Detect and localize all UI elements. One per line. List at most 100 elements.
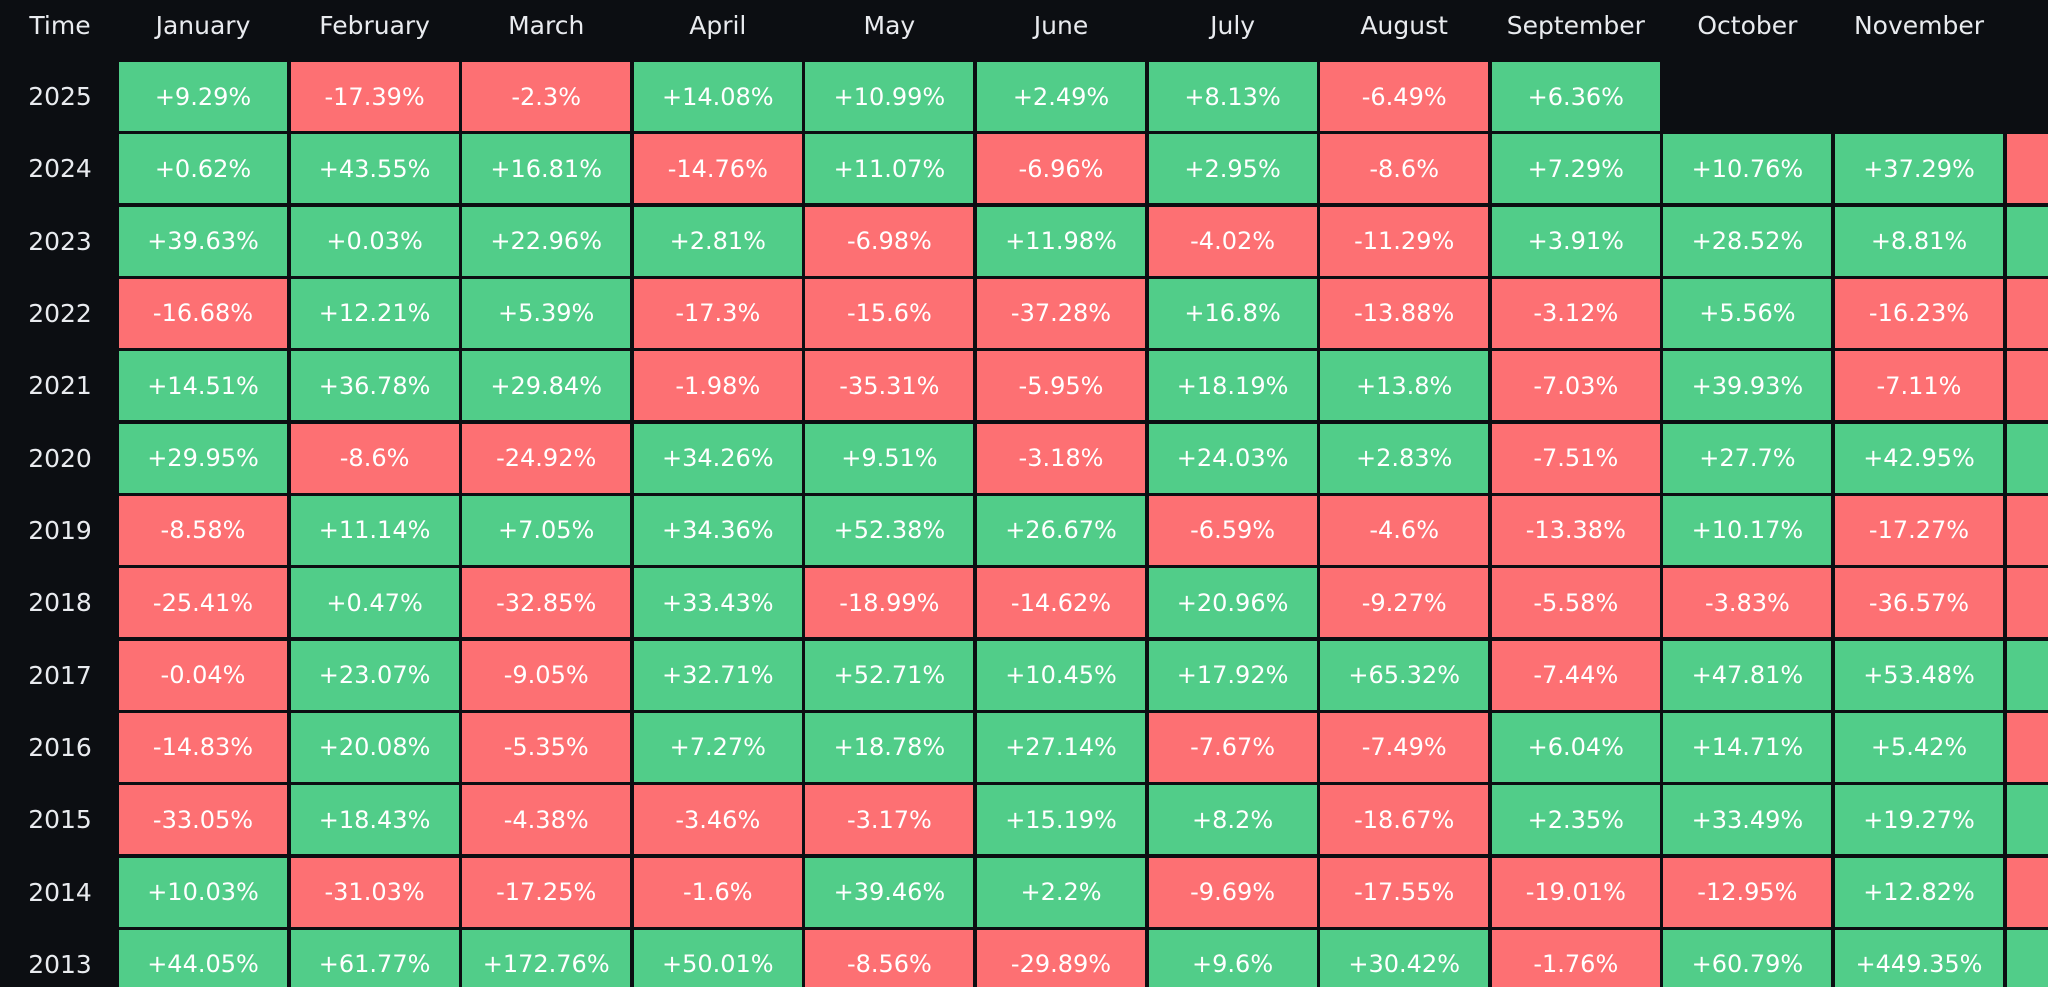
heatmap-cell-2018-september: -5.58% — [1491, 568, 1660, 638]
heatmap-cell-2019-june: +26.67% — [977, 495, 1145, 565]
heatmap-cell-2014-october: -12.95% — [1663, 857, 1832, 927]
heatmap-cell-2016-february: +20.08% — [290, 712, 459, 782]
heatmap-cell-2023-january: +39.63% — [119, 206, 287, 276]
heatmap-cell-2017-july: +17.92% — [1148, 640, 1317, 710]
heatmap-cell-2021-june: -5.95% — [977, 351, 1145, 421]
heatmap-cell-2016-june: +27.14% — [977, 712, 1145, 782]
heatmap-cell-2014-april: -1.6% — [633, 857, 802, 927]
heatmap-cell-2024-april: -14.76% — [633, 134, 802, 204]
heatmap-cell-2023-may: -6.98% — [805, 206, 974, 276]
heatmap-cell-2023-october: +28.52% — [1663, 206, 1832, 276]
row-label-2019: 2019 — [28, 515, 92, 545]
heatmap-cell-2013-september: -1.76% — [1491, 929, 1660, 987]
heatmap-cell-2020-june: -3.18% — [977, 423, 1145, 493]
heatmap-cell-2023-august: -11.29% — [1320, 206, 1489, 276]
heatmap-cell-2024-may: +11.07% — [805, 134, 974, 204]
heatmap-cell-2022-april: -17.3% — [633, 278, 802, 348]
heatmap-cell-2023-february: +0.03% — [290, 206, 459, 276]
heatmap-cell-2016-september: +6.04% — [1491, 712, 1660, 782]
heatmap-cell-2022-january: -16.68% — [119, 278, 287, 348]
heatmap-cell-2016-january: -14.83% — [119, 712, 287, 782]
column-header-march: March — [508, 10, 585, 40]
heatmap-cell-2020-march: -24.92% — [462, 423, 631, 493]
heatmap-cell-2024-march: +16.81% — [462, 134, 631, 204]
heatmap-cell-2015-may: -3.17% — [805, 785, 974, 855]
heatmap-cell-2014-july: -9.69% — [1148, 857, 1317, 927]
heatmap-cell-2021-february: +36.78% — [290, 351, 459, 421]
heatmap-cell-2024-december — [2006, 134, 2048, 204]
heatmap-cell-2013-august: +30.42% — [1320, 929, 1489, 987]
heatmap-cell-2013-october: +60.79% — [1663, 929, 1832, 987]
heatmap-cell-2018-august: -9.27% — [1320, 568, 1489, 638]
heatmap-cell-2013-december — [2006, 929, 2048, 987]
heatmap-cell-2017-may: +52.71% — [805, 640, 974, 710]
heatmap-cell-2016-october: +14.71% — [1663, 712, 1832, 782]
heatmap-cell-2025-january: +9.29% — [119, 62, 287, 131]
heatmap-cell-2019-january: -8.58% — [119, 495, 287, 565]
heatmap-cell-2021-august: +13.8% — [1320, 351, 1489, 421]
heatmap-cell-2013-january: +44.05% — [119, 929, 287, 987]
heatmap-cell-2014-december — [2006, 857, 2048, 927]
heatmap-cell-2021-december — [2006, 351, 2048, 421]
heatmap-cell-2018-december — [2006, 568, 2048, 638]
heatmap-cell-2022-may: -15.6% — [805, 278, 974, 348]
heatmap-cell-2014-february: -31.03% — [290, 857, 459, 927]
heatmap-cell-2022-november: -16.23% — [1835, 278, 2003, 348]
row-label-2022: 2022 — [28, 298, 92, 328]
heatmap-cell-2020-november: +42.95% — [1835, 423, 2003, 493]
heatmap-cell-2014-september: -19.01% — [1491, 857, 1660, 927]
heatmap-cell-2024-july: +2.95% — [1148, 134, 1317, 204]
heatmap-cell-2018-march: -32.85% — [462, 568, 631, 638]
heatmap-cell-2024-january: +0.62% — [119, 134, 287, 204]
heatmap-cell-2023-june: +11.98% — [977, 206, 1145, 276]
column-header-april: April — [689, 10, 747, 40]
heatmap-cell-2025-february: -17.39% — [290, 62, 459, 131]
heatmap-cell-2025-june: +2.49% — [977, 62, 1145, 131]
heatmap-cell-2019-november: -17.27% — [1835, 495, 2003, 565]
heatmap-cell-2019-december — [2006, 495, 2048, 565]
heatmap-cell-2021-october: +39.93% — [1663, 351, 1832, 421]
heatmap-cell-2017-march: -9.05% — [462, 640, 631, 710]
heatmap-cell-2016-may: +18.78% — [805, 712, 974, 782]
heatmap-cell-2013-march: +172.76% — [462, 929, 631, 987]
heatmap-cell-2015-august: -18.67% — [1320, 785, 1489, 855]
heatmap-cell-2013-june: -29.89% — [977, 929, 1145, 987]
row-label-2016: 2016 — [28, 732, 92, 762]
heatmap-cell-2021-july: +18.19% — [1148, 351, 1317, 421]
heatmap-cell-2019-august: -4.6% — [1320, 495, 1489, 565]
heatmap-cell-2018-november: -36.57% — [1835, 568, 2003, 638]
heatmap-cell-2021-may: -35.31% — [805, 351, 974, 421]
heatmap-cell-2013-february: +61.77% — [290, 929, 459, 987]
heatmap-cell-2018-january: -25.41% — [119, 568, 287, 638]
heatmap-cell-2021-january: +14.51% — [119, 351, 287, 421]
heatmap-cell-2022-march: +5.39% — [462, 278, 631, 348]
column-header-september: September — [1506, 10, 1645, 40]
heatmap-cell-2014-august: -17.55% — [1320, 857, 1489, 927]
heatmap-cell-2018-june: -14.62% — [977, 568, 1145, 638]
heatmap-cell-2017-february: +23.07% — [290, 640, 459, 710]
heatmap-cell-2017-june: +10.45% — [977, 640, 1145, 710]
heatmap-cell-2020-february: -8.6% — [290, 423, 459, 493]
heatmap-cell-2022-february: +12.21% — [290, 278, 459, 348]
column-header-november: November — [1853, 10, 1985, 40]
heatmap-cell-2022-october: +5.56% — [1663, 278, 1832, 348]
heatmap-cell-2015-july: +8.2% — [1148, 785, 1317, 855]
heatmap-cell-2017-september: -7.44% — [1491, 640, 1660, 710]
heatmap-cell-2025-may: +10.99% — [805, 62, 974, 131]
row-label-2021: 2021 — [28, 371, 92, 401]
heatmap-cell-2017-january: -0.04% — [119, 640, 287, 710]
row-label-2025: 2025 — [28, 82, 92, 111]
heatmap-cell-2017-december — [2006, 640, 2048, 710]
heatmap-cell-2014-january: +10.03% — [119, 857, 287, 927]
heatmap-cell-2024-august: -8.6% — [1320, 134, 1489, 204]
heatmap-cell-2015-october: +33.49% — [1663, 785, 1832, 855]
heatmap-cell-2025-march: -2.3% — [462, 62, 631, 131]
row-label-2020: 2020 — [28, 443, 92, 473]
heatmap-cell-2021-november: -7.11% — [1835, 351, 2003, 421]
heatmap-cell-2013-november: +449.35% — [1835, 929, 2003, 987]
heatmap-cell-2014-march: -17.25% — [462, 857, 631, 927]
heatmap-cell-2015-january: -33.05% — [119, 785, 287, 855]
heatmap-cell-2014-november: +12.82% — [1835, 857, 2003, 927]
heatmap-cell-2023-november: +8.81% — [1835, 206, 2003, 276]
column-header-december: D — [2007, 0, 2048, 50]
